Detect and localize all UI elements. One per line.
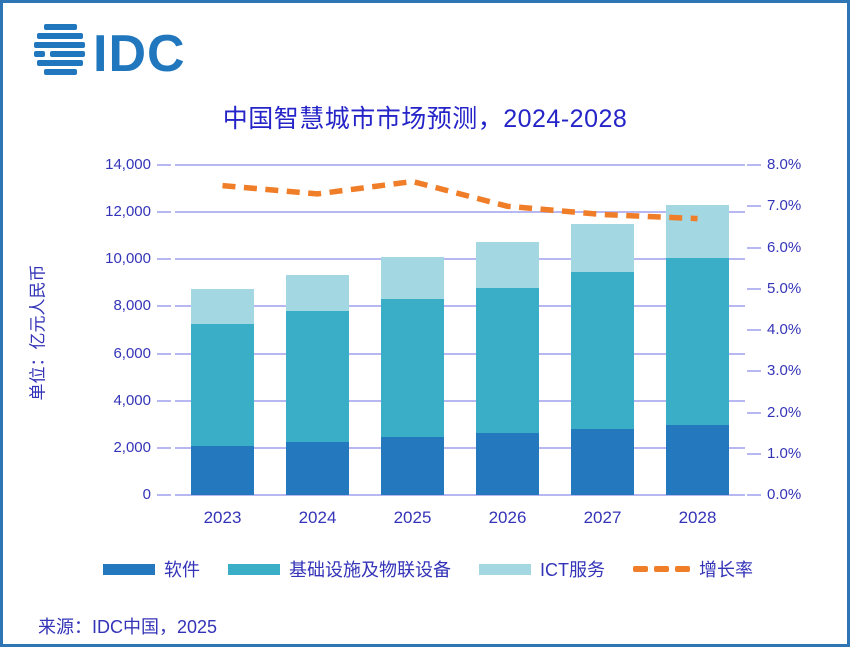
right-axis-label: 6.0%	[767, 238, 802, 256]
stacked-bar	[381, 165, 444, 495]
legend-label: 增长率	[699, 560, 753, 580]
right-axis-tick	[747, 329, 761, 331]
idc-logo: IDC	[33, 21, 203, 84]
legend-item: 软件	[103, 556, 200, 582]
right-axis-tick	[747, 370, 761, 373]
stacked-bar	[476, 165, 539, 495]
right-axis-label: 7.0%	[767, 197, 802, 215]
x-axis-label: 2024	[298, 508, 337, 527]
legend-item: 基础设施及物联设备	[228, 556, 451, 582]
stacked-bar	[571, 165, 634, 495]
x-axis-label: 2026	[488, 508, 527, 527]
bar-segment	[666, 425, 729, 495]
right-axis-tick	[747, 246, 761, 249]
x-axis-label: 2025	[393, 508, 432, 527]
bar-segment	[476, 432, 539, 495]
left-axis-tick	[157, 446, 171, 449]
right-axis-label: 0.0%	[767, 486, 802, 503]
bar-segment	[571, 429, 634, 495]
left-axis-label: 12,000	[105, 203, 151, 221]
stacked-bar	[666, 165, 729, 495]
legend-label: 软件	[164, 560, 200, 580]
right-axis-label: 1.0%	[767, 444, 802, 462]
bar-segment	[381, 256, 444, 300]
right-axis-tick	[747, 494, 761, 496]
left-axis-tick	[157, 211, 171, 214]
gridline	[175, 352, 745, 355]
right-axis-tick	[747, 205, 761, 208]
legend-swatch-bar	[228, 563, 280, 575]
legend: 软件 基础设施及物联设备 ICT服务 增长率	[103, 556, 753, 582]
y-axis-title: 单位：亿元人民币	[28, 264, 48, 401]
left-axis-tick	[157, 494, 171, 496]
idc-logo-text: IDC	[93, 25, 186, 79]
stacked-bar	[286, 165, 349, 495]
bar-segment	[666, 258, 729, 426]
bar-segment	[571, 223, 634, 273]
left-axis-label: 0	[142, 486, 151, 503]
bar-segment	[191, 324, 254, 446]
bar-segment	[191, 445, 254, 495]
bar-segment	[476, 287, 539, 433]
gridline	[175, 494, 745, 496]
left-axis-tick	[157, 399, 171, 402]
right-axis-tick	[747, 411, 761, 414]
right-axis-label: 8.0%	[767, 156, 802, 173]
gridline	[175, 446, 745, 449]
stacked-bar	[191, 165, 254, 495]
left-axis-label: 8,000	[113, 297, 151, 315]
left-axis-label: 4,000	[113, 391, 151, 409]
gridline	[175, 211, 745, 214]
bar-segment	[571, 272, 634, 429]
x-axis-label: 2027	[583, 508, 622, 527]
right-axis-label: 5.0%	[767, 279, 802, 297]
right-axis-tick	[747, 287, 761, 290]
legend-swatch-ict	[479, 563, 531, 575]
gridline	[175, 305, 745, 308]
bar-segment	[666, 205, 729, 259]
legend-label: ICT服务	[540, 560, 605, 580]
x-axis-label: 2023	[203, 508, 242, 527]
legend-item: ICT服务	[479, 556, 605, 582]
left-axis-label: 2,000	[113, 438, 151, 456]
bar-segment	[381, 437, 444, 495]
gridline	[175, 399, 745, 402]
left-axis-tick	[157, 352, 171, 355]
bar-segment	[381, 299, 444, 438]
right-axis-label: 4.0%	[767, 321, 802, 338]
left-axis-tick	[157, 305, 171, 308]
bar-segment	[476, 241, 539, 288]
left-axis-label: 6,000	[113, 344, 151, 362]
right-axis-tick	[747, 164, 761, 166]
legend-item: 增长率	[633, 556, 753, 582]
gridline	[175, 258, 745, 261]
right-axis-label: 2.0%	[767, 403, 802, 421]
gridline	[175, 164, 745, 166]
left-axis-label: 10,000	[105, 250, 151, 268]
idc-globe-icon: IDC	[34, 24, 186, 83]
bar-segment	[286, 441, 349, 495]
legend-label: 基础设施及物联设备	[289, 560, 451, 580]
bar-segment	[286, 311, 349, 442]
growth-rate-line	[222, 178, 698, 222]
x-axis-label: 2028	[678, 508, 717, 527]
source-note: 来源：IDC中国，2025	[38, 617, 218, 637]
bar-segment	[191, 288, 254, 325]
chart-title: 中国智慧城市市场预测，2024-2028	[222, 105, 628, 133]
plot-area	[175, 164, 745, 496]
right-axis-label: 3.0%	[767, 362, 802, 380]
right-axis-tick	[747, 452, 761, 455]
left-axis-label: 14,000	[105, 156, 151, 173]
left-axis-tick	[157, 164, 171, 166]
legend-swatch-bar	[103, 563, 155, 575]
bar-segment	[286, 274, 349, 312]
legend-swatch-dashed-line	[633, 566, 690, 572]
left-axis-tick	[157, 258, 171, 261]
